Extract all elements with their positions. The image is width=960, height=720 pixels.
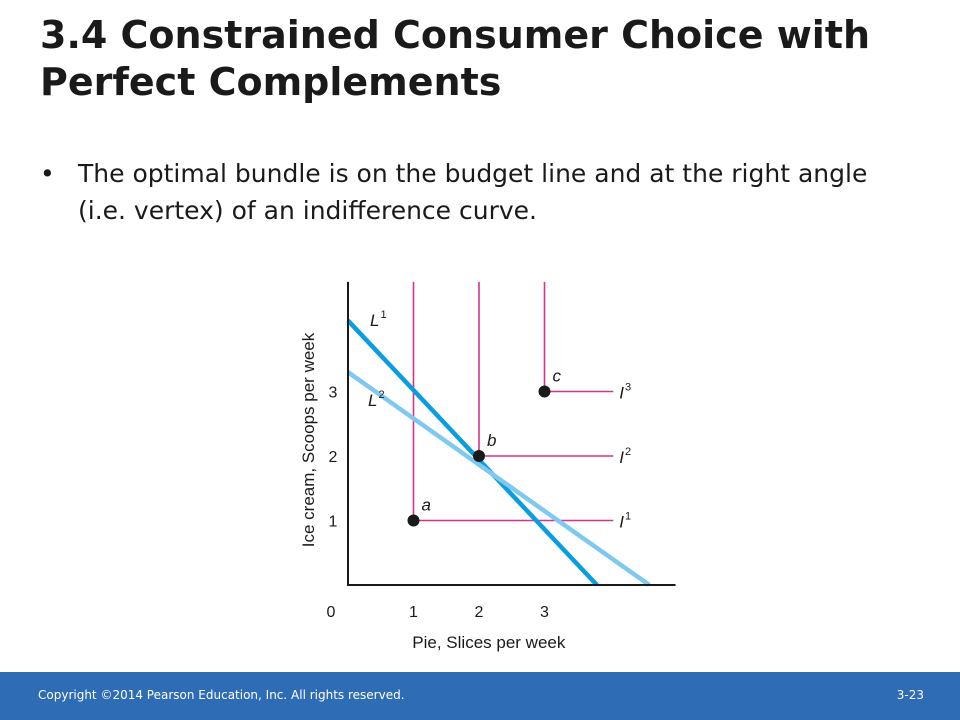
indifference-curve-2 [478,281,614,457]
x-tick-label-1: 1 [409,604,418,621]
point-label-c: c [553,367,562,386]
x-tick-label-2: 2 [475,604,484,621]
indifference-curve-1 [412,281,614,522]
indifference-curve-label-2: I2 [619,446,631,467]
point-b [473,450,485,462]
y-axis-title: Ice cream, Scoops per week [299,332,318,547]
budget-line-label-1: L1 [370,309,387,330]
point-label-a: a [422,496,431,515]
point-c [538,385,551,398]
bullet-marker: • [40,159,55,188]
x-tick-label-3: 3 [540,604,549,621]
chart: I1 I2 I3 L1 L2 a b c 0 1 2 3 1 2 3 Pie, Slices per week… [290,270,690,665]
y-tick-label-2: 2 [329,449,338,466]
y-tick-label-3: 3 [329,385,338,402]
indifference-curve-label-1: I1 [619,511,631,532]
slide-title: 3.4 Constrained Consumer Choice with Per… [40,13,871,104]
bullet-text: The optimal bundle is on the budget line… [78,159,868,225]
bullet-item: • The optimal bundle is on the budget li… [40,155,920,229]
chart-svg: I1 I2 I3 L1 L2 a b c 0 1 2 3 1 2 3 Pie, Slices per week… [299,281,676,652]
y-tick-label-1: 1 [329,514,338,531]
footer-copyright: Copyright ©2014 Pearson Education, Inc. … [38,688,405,702]
indifference-curve-label-3: I3 [619,382,631,403]
chart-axes [347,281,676,586]
x-tick-label-0: 0 [327,604,336,621]
point-a [407,514,420,527]
budget-line-1 [346,319,599,587]
footer-page-number: 3-23 [896,688,924,702]
budget-line-label-2: L2 [368,389,385,410]
x-axis-title: Pie, Slices per week [412,633,566,652]
point-label-b: b [487,431,496,450]
footer: Copyright ©2014 Pearson Education, Inc. … [0,672,960,720]
budget-line-2 [346,370,651,587]
bullet-list: • The optimal bundle is on the budget li… [40,155,920,229]
